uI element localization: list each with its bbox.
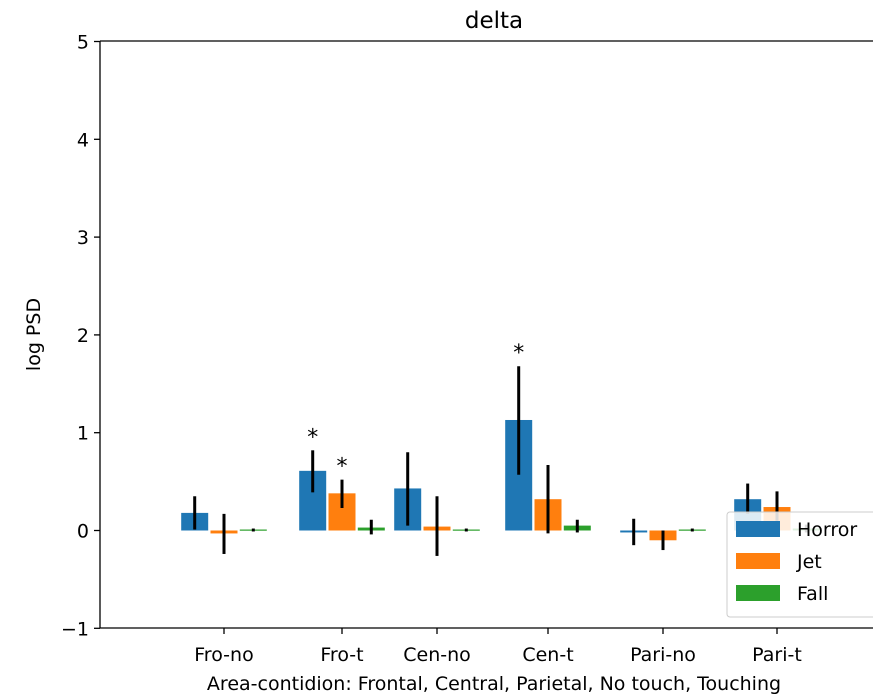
- y-tick-label: 5: [77, 32, 89, 54]
- x-tick-label: Fro-no: [194, 644, 253, 666]
- y-axis-ticks: −1 0 1 2 3 4 5: [61, 32, 100, 640]
- y-tick-label: 4: [77, 129, 89, 151]
- legend-swatch-jet: [736, 553, 780, 569]
- y-tick-label: 1: [77, 423, 89, 445]
- legend-label-horror: Horror: [797, 519, 857, 541]
- x-axis-ticks: Fro-no Fro-t Cen-no Cen-t Pari-no Pari-t: [194, 628, 802, 666]
- y-tick-label: 2: [77, 325, 89, 347]
- significance-asterisk: *: [307, 425, 318, 450]
- y-tick-label: 3: [77, 227, 89, 249]
- legend-swatch-horror: [736, 521, 780, 537]
- x-tick-label: Cen-t: [522, 644, 573, 666]
- x-tick-label: Cen-no: [403, 644, 471, 666]
- y-tick-label: 0: [77, 521, 89, 543]
- legend-label-fall: Fall: [797, 583, 828, 605]
- legend-label-jet: Jet: [796, 551, 822, 573]
- x-tick-label: Pari-no: [630, 644, 696, 666]
- x-axis-label: Area-contidion: Frontal, Central, Pariet…: [207, 673, 781, 695]
- significance-asterisk: *: [337, 455, 348, 480]
- significance-marks: * * *: [307, 341, 524, 479]
- error-bars: [193, 366, 808, 556]
- legend: Horror Jet Fall: [726, 511, 873, 618]
- x-tick-label: Pari-t: [752, 644, 802, 666]
- chart-title: delta: [465, 8, 523, 34]
- y-tick-label: −1: [61, 618, 89, 640]
- legend-swatch-fall: [736, 585, 780, 601]
- significance-asterisk: *: [513, 341, 524, 366]
- x-tick-label: Fro-t: [320, 644, 363, 666]
- y-axis-label: log PSD: [23, 298, 45, 371]
- legend-items: Horror Jet Fall: [736, 519, 857, 605]
